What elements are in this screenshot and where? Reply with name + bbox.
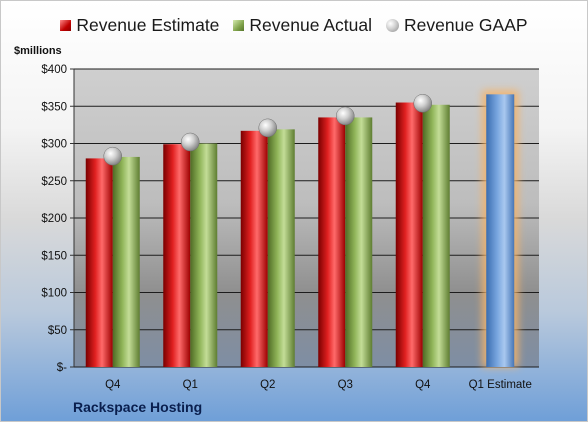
marker-revenue-gaap (103, 146, 122, 166)
legend-item-estimate: Revenue Estimate (60, 15, 219, 36)
marker-revenue-gaap (413, 94, 432, 113)
marker-revenue-gaap (181, 132, 200, 152)
y-tick-label: $- (57, 362, 67, 374)
y-tick-label: $300 (41, 139, 67, 151)
legend-label-actual: Revenue Actual (249, 15, 373, 35)
x-tick-label: Q4 (105, 379, 121, 391)
y-tick-label: $400 (41, 64, 67, 76)
bar-revenue-actual (112, 156, 140, 367)
y-tick-label: $50 (48, 325, 67, 337)
y-tick-label: $100 (41, 288, 67, 300)
y-tick-label: $350 (41, 101, 67, 113)
legend: Revenue Estimate Revenue Actual Revenue … (1, 15, 587, 36)
bar-revenue-estimate (395, 102, 423, 368)
y-tick-label: $200 (41, 213, 67, 225)
bar-revenue-estimate (318, 117, 346, 367)
legend-swatch-gaap (386, 19, 400, 32)
x-tick-label: Q2 (260, 379, 275, 391)
legend-swatch-estimate (60, 20, 72, 31)
x-tick-label: Q4 (415, 379, 431, 391)
y-axis-unit-label: $millions (14, 45, 62, 57)
legend-label-estimate: Revenue Estimate (76, 15, 220, 35)
x-tick-label: Q1 (183, 379, 198, 391)
y-tick-label: $250 (41, 176, 67, 188)
bar-revenue-actual (422, 104, 450, 367)
marker-revenue-gaap (258, 118, 277, 138)
bar-revenue-estimate (163, 144, 191, 367)
x-tick-label: Q1 Estimate (469, 379, 532, 391)
x-tick-label: Q3 (338, 379, 353, 391)
bar-revenue-actual (345, 117, 373, 367)
bar-revenue-actual (267, 129, 295, 367)
marker-revenue-gaap (336, 106, 355, 126)
bar-revenue-estimate (85, 158, 113, 367)
bar-revenue-actual (190, 143, 218, 367)
y-tick-label: $150 (41, 250, 67, 262)
legend-item-gaap: Revenue GAAP (386, 15, 528, 36)
legend-swatch-actual (233, 20, 245, 31)
bar-revenue-estimate (240, 130, 268, 367)
bar-revenue-estimate-projection (486, 94, 515, 367)
legend-item-actual: Revenue Actual (233, 15, 372, 36)
legend-label-gaap: Revenue GAAP (404, 15, 528, 35)
company-name: Rackspace Hosting (73, 399, 203, 415)
